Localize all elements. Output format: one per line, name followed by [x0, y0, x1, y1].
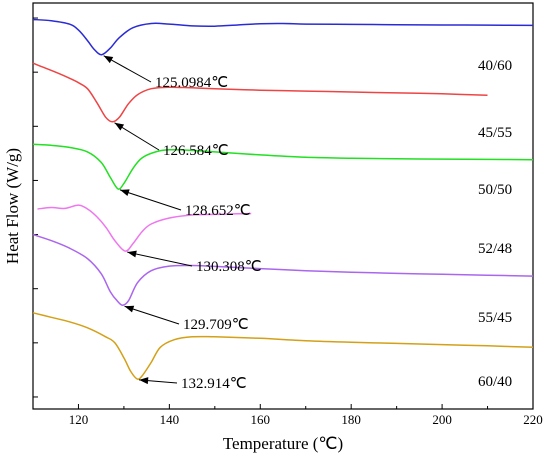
annotation-arrow-0	[103, 55, 152, 83]
series-label-2: 50/50	[478, 182, 512, 198]
series-line-0	[32, 18, 534, 56]
annotation-arrowhead-1	[114, 122, 125, 131]
series-label-1: 45/55	[478, 125, 512, 141]
annotation-arrow-4	[124, 305, 180, 325]
annotation-arrowhead-0	[103, 55, 114, 64]
series-line-1	[32, 62, 488, 123]
axes: 120 140 160 180 200 220	[32, 2, 543, 427]
series-label-5: 60/40	[478, 374, 512, 390]
series-label-0: 40/60	[478, 58, 512, 74]
annotation-label-1: 126.584℃	[163, 143, 229, 159]
x-tick-label: 120	[69, 412, 89, 427]
annotation-label-3: 130.308℃	[196, 259, 262, 275]
annotation-arrow-2	[119, 189, 182, 211]
x-tick-label: 160	[251, 412, 271, 427]
x-tick-label: 220	[523, 412, 543, 427]
series-line-4	[32, 233, 534, 306]
annotation-arrow-3	[127, 251, 193, 267]
annotation-arrowhead-4	[124, 305, 135, 313]
x-tick-label: 140	[160, 412, 180, 427]
series-line-3	[37, 204, 252, 252]
plot-frame	[32, 2, 534, 410]
annotation-label-4: 129.709℃	[183, 317, 249, 333]
series-label-3: 52/48	[478, 241, 512, 257]
x-tick-label: 180	[341, 412, 361, 427]
annotation-label-2: 128.652℃	[185, 203, 251, 219]
series-line-5	[32, 312, 534, 380]
annotation-arrowhead-2	[120, 189, 130, 197]
x-axis-title: Temperature (℃)	[223, 434, 343, 453]
series-line-2	[32, 143, 534, 190]
series-label-4: 55/45	[478, 310, 512, 326]
plot-lines	[32, 18, 534, 380]
annotation-arrowhead-3	[127, 250, 137, 258]
annotation-label-5: 132.914℃	[181, 376, 247, 392]
annotations: 125.0984℃ 126.584℃ 128.652℃ 130.308℃ 129.709…	[103, 55, 262, 392]
annotation-arrowhead-5	[139, 377, 149, 385]
y-axis-title: Heat Flow (W/g)	[3, 148, 22, 264]
annotation-label-0: 125.0984℃	[155, 75, 228, 91]
series-labels: 40/60 45/55 50/50 52/48 55/45 60/40	[478, 58, 512, 390]
x-tick-label: 200	[432, 412, 452, 427]
